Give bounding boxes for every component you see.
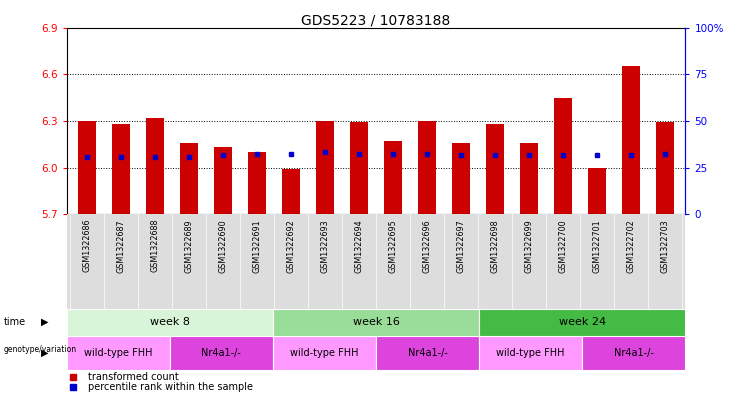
Text: GSM1322702: GSM1322702 [627,219,636,273]
Text: GSM1322689: GSM1322689 [185,219,193,272]
Bar [588,167,606,214]
Text: transformed count: transformed count [88,372,179,382]
Bar [67,336,170,370]
Bar [376,336,479,370]
Bar [67,309,273,336]
Bar [213,147,233,214]
Text: GSM1322703: GSM1322703 [660,219,670,272]
Bar [656,122,674,214]
Bar [78,121,96,214]
Text: Nr4a1-/-: Nr4a1-/- [408,348,448,358]
Text: GSM1322687: GSM1322687 [116,219,125,272]
Text: time: time [4,317,26,327]
Bar [622,66,640,214]
Text: week 24: week 24 [559,317,606,327]
Text: ▶: ▶ [41,348,48,358]
Bar [273,309,479,336]
Text: GSM1322700: GSM1322700 [559,219,568,272]
Text: genotype/variation: genotype/variation [4,345,77,354]
Text: ▶: ▶ [41,317,48,327]
Bar [282,169,300,214]
Bar [316,121,334,214]
Bar [485,124,505,214]
Text: week 8: week 8 [150,317,190,327]
Bar [247,152,267,214]
Text: percentile rank within the sample: percentile rank within the sample [88,382,253,392]
Text: Nr4a1-/-: Nr4a1-/- [614,348,654,358]
Bar [479,336,582,370]
Text: GSM1322701: GSM1322701 [593,219,602,272]
Bar [112,124,130,214]
Text: GSM1322688: GSM1322688 [150,219,159,272]
Text: wild-type FHH: wild-type FHH [496,348,565,358]
Text: Nr4a1-/-: Nr4a1-/- [202,348,242,358]
Text: GSM1322694: GSM1322694 [354,219,364,272]
Bar [519,143,539,214]
Text: GSM1322699: GSM1322699 [525,219,534,273]
Bar [418,121,436,214]
Text: GSM1322686: GSM1322686 [82,219,92,272]
Bar [554,97,572,214]
Text: GSM1322690: GSM1322690 [219,219,227,272]
Bar [273,336,376,370]
Text: GSM1322698: GSM1322698 [491,219,499,272]
Text: GDS5223 / 10783188: GDS5223 / 10783188 [302,14,451,28]
Bar [170,336,273,370]
Bar [384,141,402,214]
Bar [479,309,685,336]
Text: GSM1322692: GSM1322692 [287,219,296,273]
Text: wild-type FHH: wild-type FHH [84,348,153,358]
Text: GSM1322696: GSM1322696 [422,219,431,272]
Text: week 16: week 16 [353,317,399,327]
Text: GSM1322691: GSM1322691 [253,219,262,272]
Bar [452,143,471,214]
Text: wild-type FHH: wild-type FHH [290,348,359,358]
Bar [146,118,165,214]
Text: GSM1322695: GSM1322695 [388,219,398,273]
Bar [180,143,199,214]
Bar [582,336,685,370]
Bar [350,122,368,214]
Text: GSM1322697: GSM1322697 [456,219,465,273]
Text: GSM1322693: GSM1322693 [321,219,330,272]
